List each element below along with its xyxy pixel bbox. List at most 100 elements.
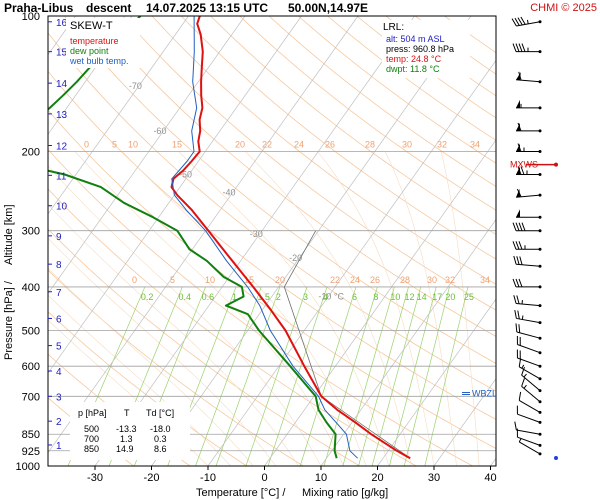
wind-barb-feather (520, 166, 525, 175)
wind-barb-dot (538, 150, 542, 153)
adiabat-label: 22 (330, 275, 340, 285)
wind-barb-dot (538, 264, 542, 268)
adiabat-label: 30 (427, 275, 437, 285)
wind-barb (512, 241, 542, 251)
altitude-tick-label: 1 (56, 441, 62, 452)
isotherm (377, 298, 496, 466)
isotherm-label: -20 (289, 253, 302, 263)
wind-barb-dot (538, 336, 542, 340)
wind-barb-dot (538, 129, 542, 133)
isotherm (48, 16, 189, 215)
wind-barb-feather (517, 143, 522, 152)
parcel-path (283, 230, 411, 459)
y-axis-subtitle: Altitude [km] (3, 204, 15, 265)
adiabat-label: 24 (294, 139, 304, 149)
wind-barb-feather (515, 241, 520, 250)
isotherm (320, 218, 496, 466)
x-tick-label: -30 (87, 472, 103, 484)
wind-barb-feather (512, 278, 517, 288)
x-tick-label: 0 (261, 472, 267, 484)
pressure-tick-label: 100 (22, 11, 40, 23)
wind-barb (514, 309, 542, 325)
isotherm (48, 16, 133, 135)
wind-barb (516, 166, 542, 176)
adiabat-label: 34 (470, 139, 480, 149)
isotherm-label: -40 (223, 188, 236, 198)
adiabat-label: 32 (445, 275, 455, 285)
dry-adiabats (48, 16, 496, 466)
wind-barb-feather (514, 421, 517, 431)
wind-barb-feather (513, 295, 517, 304)
altitude-tick-label: 16 (56, 18, 68, 29)
wind-barb-feather (518, 391, 522, 401)
wind-barb-feather (517, 166, 522, 175)
adiabat-label: 10 (128, 139, 138, 149)
adiabat-label: 26 (370, 275, 380, 285)
wind-barb (516, 71, 542, 84)
mixing-ratio-line (245, 286, 308, 466)
wind-barb-dot (538, 304, 542, 308)
adiabat-label: 26 (325, 139, 335, 149)
isotherm (547, 16, 600, 466)
isotherm-label: -50 (179, 169, 192, 179)
adiabat-label: 34 (480, 275, 490, 285)
wind-barb-feather (512, 241, 517, 250)
wind-barb-feather (521, 378, 525, 387)
wind-barb-feather (518, 43, 523, 52)
adiabat-label: 5 (170, 275, 175, 285)
pressure-tick-label: 1000 (16, 461, 40, 473)
mixing-ratio-label: 1 (232, 292, 237, 302)
wind-barb-staff (516, 194, 541, 198)
wind-barb (516, 188, 542, 198)
dry-adiabat (48, 32, 496, 392)
isotherm (433, 378, 496, 466)
altitude-tick-label: 14 (56, 79, 68, 90)
wind-barb-staff (516, 21, 541, 27)
wind-barb-dot (538, 400, 542, 404)
pressure-tick-label: 925 (22, 446, 40, 458)
wind-barb (512, 278, 542, 289)
wind-barb-half-feather (523, 384, 527, 389)
chart-header: Praha-Libus descent 14.07.2025 13:15 UTC… (4, 1, 597, 15)
wind-barb-half-feather (518, 438, 522, 443)
dry-adiabat (151, 16, 496, 285)
wind-barb-feather (516, 256, 520, 265)
wind-barb-dot (538, 50, 542, 54)
adiabat-label: 5 (112, 139, 117, 149)
mixing-ratio-label: 17 (432, 292, 442, 302)
dry-adiabat (48, 148, 473, 466)
wbzl-label: WBZL (472, 388, 497, 398)
station-name: Praha-Libus (4, 1, 74, 15)
sounding-datetime: 14.07.2025 13:15 UTC (146, 1, 268, 15)
mxws-label: MXWS (510, 160, 538, 170)
wind-barb-dot (538, 377, 542, 381)
wind-barb-flag (516, 209, 520, 218)
wind-barb-dot (538, 351, 542, 355)
wind-barb-dot (538, 443, 542, 447)
series-line-dew-point (48, 16, 338, 459)
dry-adiabat (48, 70, 496, 420)
mixing-ratio-label: 0.2 (141, 292, 154, 302)
dry-adiabat (327, 16, 496, 141)
wind-barb-feather (514, 17, 520, 26)
lrl-pressure: press: 960.8 hPa (386, 44, 454, 54)
mixing-ratio-line (371, 286, 422, 466)
mixing-ratio-label: 3 (303, 292, 308, 302)
altitude-tick-label: 6 (56, 314, 62, 325)
isotherm-label: -60 (153, 126, 166, 136)
wind-barb-dot (538, 364, 542, 368)
wind-barb-staff (516, 303, 541, 307)
lrl-background (382, 20, 470, 78)
isotherm (48, 16, 302, 374)
wind-barb-dot (538, 173, 542, 176)
wind-barb-flag (516, 99, 520, 108)
adiabat-label: 28 (365, 139, 375, 149)
wind-barb-dot (538, 432, 542, 436)
mixing-ratio-label: 0.4 (178, 292, 191, 302)
mixing-ratio-label: 25 (464, 292, 474, 302)
wind-barb-feather (517, 310, 520, 320)
dry-adiabat (122, 16, 496, 311)
altitude-tick-label: 2 (56, 417, 62, 428)
